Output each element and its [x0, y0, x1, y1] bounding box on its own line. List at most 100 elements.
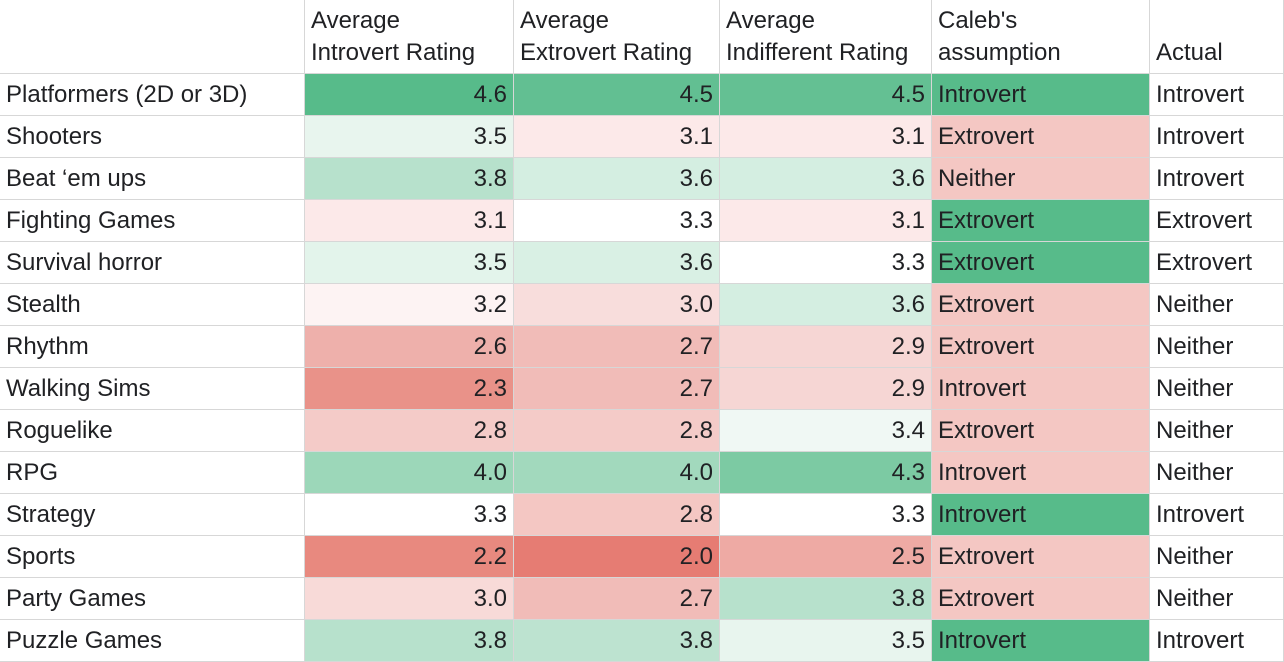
cell-actual[interactable]: Extrovert: [1150, 242, 1284, 284]
cell-genre[interactable]: Roguelike: [0, 410, 305, 452]
cell-indifferent-rating[interactable]: 3.3: [720, 494, 932, 536]
cell-value: Neither: [1156, 584, 1234, 612]
cell-genre[interactable]: Beat ‘em ups: [0, 158, 305, 200]
cell-extrovert-rating[interactable]: 3.8: [514, 620, 720, 662]
cell-introvert-rating[interactable]: 3.3: [305, 494, 514, 536]
cell-value: Fighting Games: [6, 206, 176, 234]
cell-actual[interactable]: Introvert: [1150, 116, 1284, 158]
cell-value: Sports: [6, 542, 76, 570]
cell-indifferent-rating[interactable]: 3.6: [720, 284, 932, 326]
cell-actual[interactable]: Introvert: [1150, 158, 1284, 200]
cell-genre[interactable]: Sports: [0, 536, 305, 578]
cell-calebs-assumption[interactable]: Introvert: [932, 620, 1150, 662]
cell-indifferent-rating[interactable]: 2.5: [720, 536, 932, 578]
cell-value: Neither: [1156, 416, 1234, 444]
cell-value: Neither: [938, 164, 1016, 192]
cell-value: 3.8: [891, 584, 925, 612]
cell-calebs-assumption[interactable]: Extrovert: [932, 284, 1150, 326]
cell-extrovert-rating[interactable]: 3.6: [514, 158, 720, 200]
cell-extrovert-rating[interactable]: 3.3: [514, 200, 720, 242]
cell-actual[interactable]: Neither: [1150, 368, 1284, 410]
cell-introvert-rating[interactable]: 2.2: [305, 536, 514, 578]
cell-actual[interactable]: Neither: [1150, 410, 1284, 452]
cell-extrovert-rating[interactable]: 2.8: [514, 494, 720, 536]
cell-actual[interactable]: Neither: [1150, 536, 1284, 578]
cell-indifferent-rating[interactable]: 2.9: [720, 326, 932, 368]
cell-genre[interactable]: Puzzle Games: [0, 620, 305, 662]
cell-actual[interactable]: Introvert: [1150, 74, 1284, 116]
cell-actual[interactable]: Introvert: [1150, 494, 1284, 536]
cell-genre[interactable]: Strategy: [0, 494, 305, 536]
cell-genre[interactable]: Platformers (2D or 3D): [0, 74, 305, 116]
cell-genre[interactable]: Walking Sims: [0, 368, 305, 410]
cell-value: Introvert: [1156, 80, 1245, 108]
cell-introvert-rating[interactable]: 3.0: [305, 578, 514, 620]
cell-calebs-assumption[interactable]: Introvert: [932, 494, 1150, 536]
cell-extrovert-rating[interactable]: 3.0: [514, 284, 720, 326]
cell-genre[interactable]: Fighting Games: [0, 200, 305, 242]
cell-actual[interactable]: Introvert: [1150, 620, 1284, 662]
cell-calebs-assumption[interactable]: Extrovert: [932, 242, 1150, 284]
cell-indifferent-rating[interactable]: 3.5: [720, 620, 932, 662]
cell-genre[interactable]: Rhythm: [0, 326, 305, 368]
cell-calebs-assumption[interactable]: Introvert: [932, 452, 1150, 494]
cell-indifferent-rating[interactable]: 3.1: [720, 116, 932, 158]
cell-introvert-rating[interactable]: 3.8: [305, 158, 514, 200]
cell-calebs-assumption[interactable]: Extrovert: [932, 116, 1150, 158]
cell-calebs-assumption[interactable]: Introvert: [932, 74, 1150, 116]
cell-actual[interactable]: Extrovert: [1150, 200, 1284, 242]
header-cell-calebs-assumption[interactable]: Caleb's assumption: [932, 0, 1150, 74]
cell-indifferent-rating[interactable]: 3.4: [720, 410, 932, 452]
cell-indifferent-rating[interactable]: 4.5: [720, 74, 932, 116]
cell-calebs-assumption[interactable]: Neither: [932, 158, 1150, 200]
cell-genre[interactable]: Survival horror: [0, 242, 305, 284]
cell-actual[interactable]: Neither: [1150, 326, 1284, 368]
cell-introvert-rating[interactable]: 3.5: [305, 242, 514, 284]
cell-genre[interactable]: RPG: [0, 452, 305, 494]
cell-extrovert-rating[interactable]: 2.0: [514, 536, 720, 578]
cell-indifferent-rating[interactable]: 3.8: [720, 578, 932, 620]
cell-value: Shooters: [6, 122, 103, 150]
cell-introvert-rating[interactable]: 3.5: [305, 116, 514, 158]
cell-calebs-assumption[interactable]: Introvert: [932, 368, 1150, 410]
cell-calebs-assumption[interactable]: Extrovert: [932, 578, 1150, 620]
cell-extrovert-rating[interactable]: 3.1: [514, 116, 720, 158]
cell-calebs-assumption[interactable]: Extrovert: [932, 200, 1150, 242]
cell-introvert-rating[interactable]: 2.3: [305, 368, 514, 410]
cell-introvert-rating[interactable]: 3.2: [305, 284, 514, 326]
cell-extrovert-rating[interactable]: 4.0: [514, 452, 720, 494]
cell-extrovert-rating[interactable]: 4.5: [514, 74, 720, 116]
cell-extrovert-rating[interactable]: 2.7: [514, 326, 720, 368]
cell-indifferent-rating[interactable]: 4.3: [720, 452, 932, 494]
cell-introvert-rating[interactable]: 4.6: [305, 74, 514, 116]
cell-extrovert-rating[interactable]: 2.8: [514, 410, 720, 452]
cell-introvert-rating[interactable]: 2.6: [305, 326, 514, 368]
header-cell-indifferent-rating[interactable]: Average Indifferent Rating: [720, 0, 932, 74]
cell-extrovert-rating[interactable]: 3.6: [514, 242, 720, 284]
cell-genre[interactable]: Stealth: [0, 284, 305, 326]
cell-introvert-rating[interactable]: 3.1: [305, 200, 514, 242]
cell-value: Puzzle Games: [6, 626, 163, 654]
cell-indifferent-rating[interactable]: 3.1: [720, 200, 932, 242]
header-cell-genre[interactable]: [0, 0, 305, 74]
cell-calebs-assumption[interactable]: Extrovert: [932, 536, 1150, 578]
cell-indifferent-rating[interactable]: 3.6: [720, 158, 932, 200]
header-cell-actual[interactable]: Actual: [1150, 0, 1284, 74]
cell-introvert-rating[interactable]: 3.8: [305, 620, 514, 662]
cell-calebs-assumption[interactable]: Extrovert: [932, 326, 1150, 368]
cell-indifferent-rating[interactable]: 3.3: [720, 242, 932, 284]
cell-actual[interactable]: Neither: [1150, 452, 1284, 494]
cell-indifferent-rating[interactable]: 2.9: [720, 368, 932, 410]
cell-calebs-assumption[interactable]: Extrovert: [932, 410, 1150, 452]
cell-actual[interactable]: Neither: [1150, 578, 1284, 620]
cell-introvert-rating[interactable]: 2.8: [305, 410, 514, 452]
header-cell-extrovert-rating[interactable]: Average Extrovert Rating: [514, 0, 720, 74]
cell-genre[interactable]: Shooters: [0, 116, 305, 158]
cell-extrovert-rating[interactable]: 2.7: [514, 368, 720, 410]
header-cell-introvert-rating[interactable]: Average Introvert Rating: [305, 0, 514, 74]
cell-extrovert-rating[interactable]: 2.7: [514, 578, 720, 620]
cell-actual[interactable]: Neither: [1150, 284, 1284, 326]
cell-genre[interactable]: Party Games: [0, 578, 305, 620]
cell-introvert-rating[interactable]: 4.0: [305, 452, 514, 494]
cell-value: 3.3: [891, 500, 925, 528]
